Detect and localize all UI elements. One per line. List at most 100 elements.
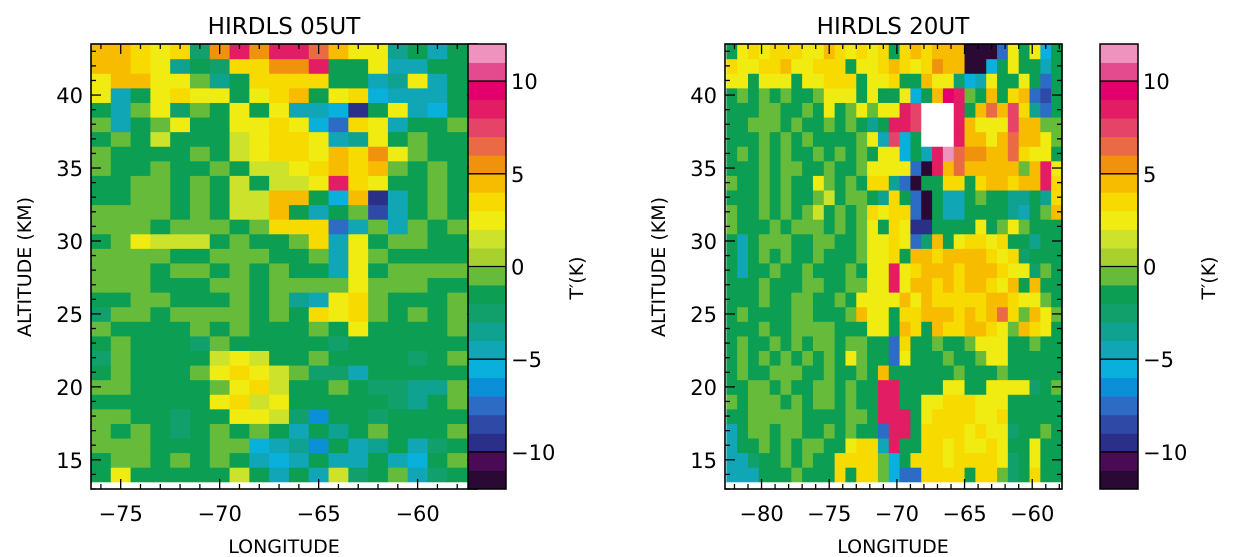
heatmap-cell <box>130 87 151 103</box>
heatmap-cell <box>748 219 760 235</box>
heatmap-cell <box>877 335 890 351</box>
heatmap-cell <box>748 437 760 454</box>
heatmap-cell <box>986 175 998 191</box>
colorbar-swatch <box>468 155 506 175</box>
heatmap-cell <box>209 350 231 366</box>
heatmap-cell <box>975 160 987 176</box>
heatmap-cell <box>1007 146 1020 162</box>
heatmap-cell <box>942 394 955 410</box>
heatmap-cell <box>964 175 976 191</box>
heatmap-cell <box>348 175 369 191</box>
heatmap-cell <box>921 160 933 176</box>
heatmap-cell <box>110 102 132 118</box>
heatmap-cell <box>189 102 211 118</box>
heatmap-cell <box>1007 204 1020 220</box>
heatmap-cell <box>368 379 389 395</box>
heatmap-cell <box>249 233 270 249</box>
heatmap-cell <box>407 467 429 483</box>
heatmap-cell <box>802 437 814 454</box>
heatmap-cells <box>91 44 468 483</box>
heatmap-cell <box>130 204 151 220</box>
heatmap-cell <box>899 219 912 235</box>
heatmap-cell <box>1007 321 1020 337</box>
heatmap-cell <box>823 292 836 308</box>
heatmap-cell <box>269 277 290 293</box>
heatmap-cell <box>964 335 976 351</box>
heatmap-cell <box>769 146 782 162</box>
heatmap-cell <box>150 160 171 176</box>
heatmap-cell <box>209 379 231 395</box>
heatmap-cell <box>209 292 231 308</box>
heatmap-cell <box>964 87 976 103</box>
heatmap-cell <box>1051 58 1063 74</box>
heatmap-cell <box>899 335 912 351</box>
heatmap-cell <box>427 350 448 366</box>
heatmap-cell <box>269 44 290 60</box>
heatmap-cell <box>1018 423 1031 439</box>
heatmap-cell <box>91 437 112 454</box>
heatmap-cell <box>888 292 901 308</box>
heatmap-cell <box>769 102 782 118</box>
heatmap-cell <box>942 306 955 322</box>
heatmap-cell <box>910 452 922 468</box>
heatmap-cell <box>953 44 966 60</box>
colorbar-swatch <box>1100 81 1138 101</box>
heatmap-cell <box>812 44 825 60</box>
heatmap-cell <box>834 58 847 74</box>
heatmap-cell <box>288 437 310 454</box>
heatmap-cell <box>170 350 191 366</box>
heatmap-cell <box>791 262 803 279</box>
heatmap-cell <box>130 452 151 468</box>
heatmap-cell <box>229 277 250 293</box>
heatmap-cell <box>328 44 349 60</box>
heatmap-cell <box>748 423 760 439</box>
heatmap-cell <box>1029 102 1041 118</box>
heatmap-cell <box>427 175 448 191</box>
heatmap-cell <box>812 160 825 176</box>
heatmap-cell <box>1029 204 1041 220</box>
heatmap-cell <box>427 321 448 337</box>
heatmap-cell <box>269 116 290 133</box>
heatmap-cell <box>867 350 879 366</box>
heatmap-cell <box>867 248 879 264</box>
heatmap-cell <box>249 292 270 308</box>
heatmap-cell <box>328 394 349 410</box>
heatmap-cell <box>856 116 868 133</box>
heatmap-cell <box>932 467 944 483</box>
heatmap-cell <box>368 364 389 381</box>
heatmap-cell <box>942 102 955 118</box>
heatmap-cell <box>932 116 944 133</box>
heatmap-cell <box>407 321 429 337</box>
heatmap-cell <box>780 44 792 60</box>
heatmap-cell <box>953 116 966 133</box>
heatmap-cell <box>150 204 171 220</box>
heatmap-cell <box>91 292 112 308</box>
heatmap-cell <box>921 408 933 424</box>
heatmap-cell <box>888 233 901 249</box>
heatmap-cell <box>209 408 231 424</box>
heatmap-cell <box>1018 306 1031 322</box>
colorbar-swatch <box>468 396 506 416</box>
heatmap-cell <box>953 102 966 118</box>
heatmap-cell <box>150 219 171 235</box>
heatmap-cell <box>447 73 468 89</box>
heatmap-cell <box>1007 408 1020 424</box>
plot-frame <box>724 43 1063 490</box>
heatmap-cell <box>932 102 944 118</box>
heatmap-cell <box>867 452 879 468</box>
heatmap-cell <box>110 189 132 206</box>
heatmap-cell <box>150 262 171 279</box>
colorbar-swatch <box>1100 44 1138 63</box>
heatmap-cell <box>942 248 955 264</box>
heatmap-cell <box>308 306 330 322</box>
heatmap-cell <box>726 262 738 279</box>
heatmap-cell <box>269 248 290 264</box>
heatmap-cell <box>802 292 814 308</box>
heatmap-cell <box>189 452 211 468</box>
heatmap-cell <box>1007 87 1020 103</box>
heatmap-cell <box>1007 379 1020 395</box>
heatmap-cell <box>130 408 151 424</box>
heatmap-cell <box>737 335 749 351</box>
heatmap-cell <box>748 204 760 220</box>
heatmap-cell <box>921 204 933 220</box>
